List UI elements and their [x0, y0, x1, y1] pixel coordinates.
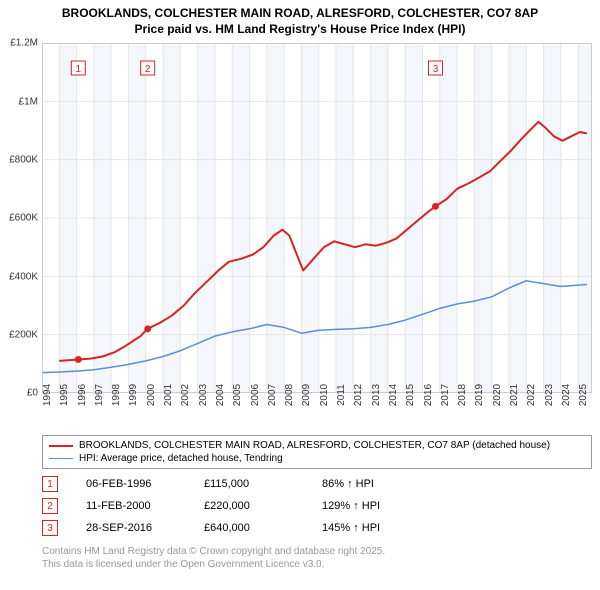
marker-row: 3 28-SEP-2016 £640,000 145% ↑ HPI: [42, 517, 592, 539]
x-tick-label: 2003: [198, 384, 209, 406]
marker-pct: 129% ↑ HPI: [322, 500, 412, 512]
line-chart-svg: 1 2 3: [42, 43, 592, 393]
x-tick-label: 2018: [457, 384, 468, 406]
marker-date: 06-FEB-1996: [86, 478, 176, 490]
x-tick-label: 2007: [267, 384, 278, 406]
marker-price: £220,000: [204, 500, 294, 512]
x-tick-label: 2014: [388, 384, 399, 406]
legend-item-0: BROOKLANDS, COLCHESTER MAIN ROAD, ALRESF…: [49, 439, 585, 452]
marker-number-box: 2: [42, 498, 58, 514]
legend-swatch-0: [49, 445, 73, 447]
marker-pct: 86% ↑ HPI: [322, 478, 412, 490]
x-tick-label: 2002: [180, 384, 191, 406]
marker-row: 2 11-FEB-2000 £220,000 129% ↑ HPI: [42, 495, 592, 517]
y-tick-label: £600K: [9, 213, 38, 224]
footer: Contains HM Land Registry data © Crown c…: [42, 545, 592, 571]
x-tick-label: 1998: [111, 384, 122, 406]
svg-text:1: 1: [76, 64, 82, 75]
x-tick-label: 2020: [492, 384, 503, 406]
x-tick-label: 2017: [440, 384, 451, 406]
x-tick-label: 2013: [371, 384, 382, 406]
x-tick-label: 2019: [474, 384, 485, 406]
x-tick-label: 1999: [128, 384, 139, 406]
marker-row: 1 06-FEB-1996 £115,000 86% ↑ HPI: [42, 473, 592, 495]
marker-pct: 145% ↑ HPI: [322, 522, 412, 534]
x-tick-label: 2009: [301, 384, 312, 406]
x-tick-label: 2000: [146, 384, 157, 406]
svg-text:2: 2: [145, 64, 151, 75]
x-tick-label: 2006: [250, 384, 261, 406]
x-tick-label: 2008: [284, 384, 295, 406]
marker-number-box: 1: [42, 476, 58, 492]
y-tick-label: £0: [27, 388, 38, 399]
y-tick-label: £800K: [9, 154, 38, 165]
y-tick-label: £1.2M: [10, 38, 38, 49]
x-tick-label: 1994: [42, 384, 53, 406]
legend-label-1: HPI: Average price, detached house, Tend…: [79, 453, 283, 464]
y-tick-label: £200K: [9, 329, 38, 340]
y-tick-label: £1M: [19, 96, 38, 107]
x-tick-label: 2016: [423, 384, 434, 406]
markers-table: 1 06-FEB-1996 £115,000 86% ↑ HPI 2 11-FEB-200…: [42, 473, 592, 539]
legend-item-1: HPI: Average price, detached house, Tend…: [49, 452, 585, 465]
x-tick-label: 1996: [77, 384, 88, 406]
marker-number-box: 3: [42, 520, 58, 536]
x-tick-label: 2005: [232, 384, 243, 406]
x-tick-label: 2012: [353, 384, 364, 406]
x-tick-label: 1995: [59, 384, 70, 406]
x-tick-label: 2024: [561, 384, 572, 406]
y-tick-label: £400K: [9, 271, 38, 282]
marker-price: £115,000: [204, 478, 294, 490]
x-tick-label: 2015: [405, 384, 416, 406]
title-line-2: Price paid vs. HM Land Registry's House …: [135, 22, 466, 36]
footer-line-2: This data is licensed under the Open Gov…: [42, 559, 324, 570]
x-tick-label: 2010: [319, 384, 330, 406]
title-line-1: BROOKLANDS, COLCHESTER MAIN ROAD, ALRESF…: [62, 6, 538, 20]
x-tick-label: 2023: [544, 384, 555, 406]
plot-area: 123 £0£200K£400K£600K£800K£1M£1.2M: [42, 43, 592, 393]
legend: BROOKLANDS, COLCHESTER MAIN ROAD, ALRESF…: [42, 435, 592, 469]
x-tick-label: 2021: [509, 384, 520, 406]
x-tick-label: 2004: [215, 384, 226, 406]
x-tick-label: 2001: [163, 384, 174, 406]
marker-date: 11-FEB-2000: [86, 500, 176, 512]
marker-price: £640,000: [204, 522, 294, 534]
x-tick-label: 1997: [94, 384, 105, 406]
chart-container: BROOKLANDS, COLCHESTER MAIN ROAD, ALRESF…: [0, 0, 600, 590]
chart-title: BROOKLANDS, COLCHESTER MAIN ROAD, ALRESF…: [0, 0, 600, 39]
legend-swatch-1: [49, 458, 73, 459]
footer-line-1: Contains HM Land Registry data © Crown c…: [42, 546, 385, 557]
x-tick-label: 2022: [526, 384, 537, 406]
svg-text:3: 3: [433, 64, 439, 75]
x-axis-labels: 1994199519961997199819992000200120022003…: [42, 393, 592, 433]
legend-label-0: BROOKLANDS, COLCHESTER MAIN ROAD, ALRESF…: [79, 440, 550, 451]
x-tick-label: 2011: [336, 384, 347, 406]
marker-date: 28-SEP-2016: [86, 522, 176, 534]
x-tick-label: 2025: [578, 384, 589, 406]
